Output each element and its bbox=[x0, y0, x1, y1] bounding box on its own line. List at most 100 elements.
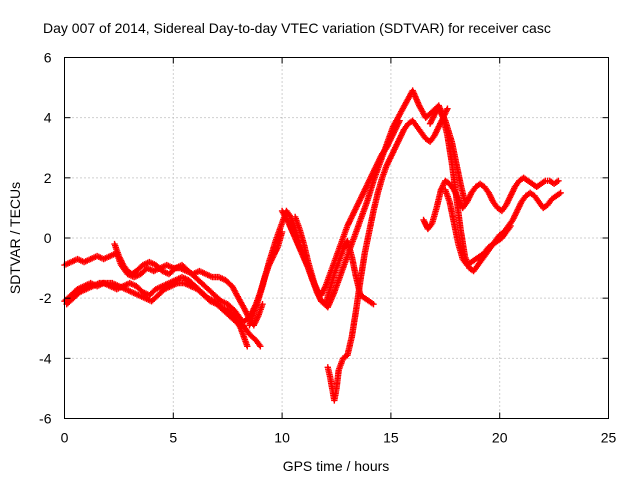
tick-label-layer: 0 5 10 15 20 25 -6 -4 -2 0 2 4 6 bbox=[39, 50, 616, 446]
data-point bbox=[239, 319, 247, 326]
data-point bbox=[489, 240, 497, 248]
data-point bbox=[516, 177, 523, 185]
data-point bbox=[511, 183, 519, 191]
data-point bbox=[180, 279, 188, 287]
data-point bbox=[357, 195, 364, 203]
data-point bbox=[485, 189, 493, 197]
data-point bbox=[339, 355, 347, 362]
data-point bbox=[196, 267, 203, 275]
data-point bbox=[481, 183, 488, 191]
data-point bbox=[133, 282, 140, 290]
data-point bbox=[420, 216, 427, 224]
data-point bbox=[481, 249, 488, 257]
data-point bbox=[476, 252, 484, 260]
data-point bbox=[526, 189, 534, 197]
y-tick-label: 2 bbox=[44, 170, 52, 186]
data-point bbox=[348, 252, 355, 260]
data-point bbox=[194, 285, 201, 293]
data-point bbox=[357, 291, 364, 299]
data-point bbox=[352, 307, 360, 314]
data-point bbox=[389, 123, 397, 130]
data-point bbox=[161, 285, 168, 293]
data-point bbox=[509, 216, 516, 224]
data-point bbox=[387, 153, 395, 160]
data-point bbox=[178, 261, 186, 269]
data-point bbox=[172, 264, 179, 272]
data-point bbox=[485, 243, 493, 251]
data-point bbox=[335, 258, 342, 266]
data-point bbox=[191, 273, 199, 281]
data-point bbox=[498, 234, 506, 242]
data-point bbox=[472, 255, 479, 263]
data-point bbox=[291, 213, 299, 221]
data-point bbox=[213, 300, 221, 308]
data-point bbox=[335, 367, 342, 374]
data-point bbox=[344, 237, 351, 245]
data-point bbox=[146, 258, 153, 266]
x-tick-label: 25 bbox=[601, 430, 617, 446]
y-tick-label: 4 bbox=[44, 110, 52, 126]
data-point bbox=[339, 246, 347, 254]
data-point bbox=[472, 183, 479, 191]
data-point bbox=[357, 216, 364, 224]
data-point bbox=[305, 258, 312, 266]
data-point bbox=[448, 159, 456, 166]
data-point bbox=[246, 322, 253, 329]
y-axis-title: SDTVAR / TECUs bbox=[7, 182, 23, 294]
data-point bbox=[326, 285, 334, 293]
data-point bbox=[150, 267, 157, 275]
data-point bbox=[405, 120, 412, 127]
data-point bbox=[352, 273, 360, 281]
data-point bbox=[174, 279, 181, 287]
data-point bbox=[209, 273, 216, 281]
data-point bbox=[365, 228, 373, 236]
x-tick-label: 0 bbox=[61, 430, 69, 446]
data-point bbox=[257, 343, 264, 350]
data-point bbox=[463, 261, 471, 269]
data-point bbox=[392, 144, 399, 151]
data-point bbox=[115, 252, 123, 260]
x-tick-label: 15 bbox=[383, 430, 399, 446]
data-point bbox=[531, 192, 538, 200]
data-point bbox=[433, 204, 440, 212]
data-point bbox=[415, 102, 423, 109]
data-point bbox=[376, 159, 384, 166]
series-track-k bbox=[291, 213, 377, 308]
data-point bbox=[265, 258, 273, 266]
data-point bbox=[259, 282, 266, 290]
data-point bbox=[89, 282, 96, 290]
data-point bbox=[272, 237, 279, 245]
data-point bbox=[244, 343, 251, 350]
data-point bbox=[93, 252, 101, 260]
data-point bbox=[231, 307, 238, 314]
data-point bbox=[111, 240, 118, 248]
data-point bbox=[309, 273, 316, 281]
data-point bbox=[76, 288, 83, 296]
data-point bbox=[133, 267, 140, 275]
x-tick-label: 10 bbox=[274, 430, 290, 446]
data-point bbox=[109, 279, 116, 287]
data-point bbox=[444, 105, 451, 112]
data-point bbox=[533, 183, 540, 191]
data-point bbox=[524, 177, 532, 185]
data-point bbox=[326, 373, 334, 380]
x-tick-label: 5 bbox=[169, 430, 177, 446]
data-point bbox=[450, 219, 458, 227]
data-point bbox=[513, 207, 521, 215]
data-point bbox=[87, 255, 94, 263]
data-point bbox=[350, 234, 358, 242]
data-point bbox=[370, 300, 377, 308]
data-point bbox=[365, 297, 373, 305]
series-track-g bbox=[324, 105, 451, 404]
data-point bbox=[228, 282, 236, 290]
data-point bbox=[233, 319, 240, 326]
data-point bbox=[148, 297, 155, 305]
data-point bbox=[300, 240, 308, 248]
data-point bbox=[154, 291, 162, 299]
y-tick-label: 0 bbox=[44, 230, 52, 246]
data-point bbox=[163, 261, 170, 269]
data-point bbox=[546, 177, 553, 185]
data-point bbox=[139, 261, 147, 269]
data-point bbox=[424, 225, 432, 233]
